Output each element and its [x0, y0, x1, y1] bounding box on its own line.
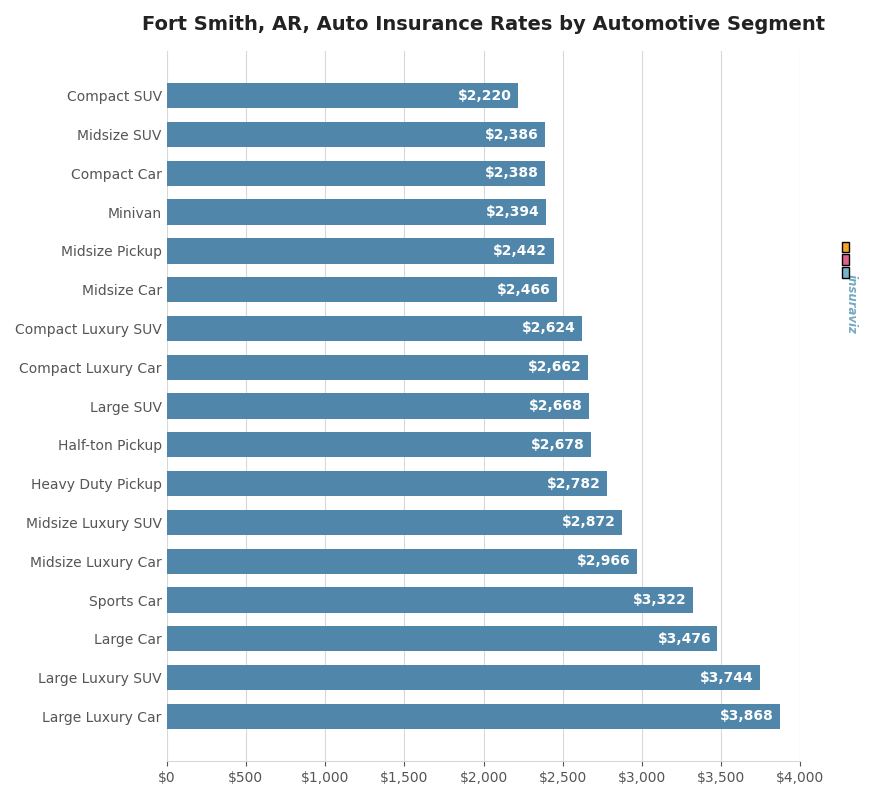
Bar	[167, 549, 636, 574]
Bar	[167, 316, 581, 341]
Text: $2,442: $2,442	[493, 244, 547, 258]
Bar	[167, 432, 590, 458]
Title: Fort Smith, AR, Auto Insurance Rates by Automotive Segment: Fort Smith, AR, Auto Insurance Rates by …	[142, 15, 824, 34]
Text: $3,868: $3,868	[719, 710, 773, 723]
Bar	[167, 238, 553, 263]
Bar	[167, 199, 546, 225]
Text: $2,466: $2,466	[497, 282, 550, 297]
Text: $2,662: $2,662	[527, 360, 581, 374]
Bar	[167, 394, 588, 418]
Bar	[167, 83, 518, 108]
Text: $2,678: $2,678	[530, 438, 584, 452]
Bar	[167, 704, 779, 729]
Text: $3,322: $3,322	[632, 593, 686, 607]
Text: insuraviz: insuraviz	[844, 274, 856, 334]
Text: $2,220: $2,220	[458, 89, 512, 102]
Bar	[167, 471, 607, 496]
Text: $3,476: $3,476	[657, 632, 710, 646]
Text: $2,386: $2,386	[484, 127, 538, 142]
Text: $2,668: $2,668	[528, 399, 582, 413]
Text: $2,872: $2,872	[561, 515, 614, 530]
Bar	[167, 122, 544, 147]
Text: $3,744: $3,744	[699, 670, 753, 685]
Text: $2,782: $2,782	[547, 477, 600, 490]
Text: $2,394: $2,394	[485, 205, 539, 219]
Bar	[167, 665, 759, 690]
Text: $2,966: $2,966	[576, 554, 629, 568]
Bar	[167, 277, 557, 302]
Bar	[167, 161, 544, 186]
Bar	[167, 510, 621, 535]
Text: $2,624: $2,624	[521, 322, 575, 335]
Bar	[167, 354, 587, 380]
Bar	[167, 587, 693, 613]
Bar	[167, 626, 717, 651]
Text: $2,388: $2,388	[484, 166, 538, 180]
